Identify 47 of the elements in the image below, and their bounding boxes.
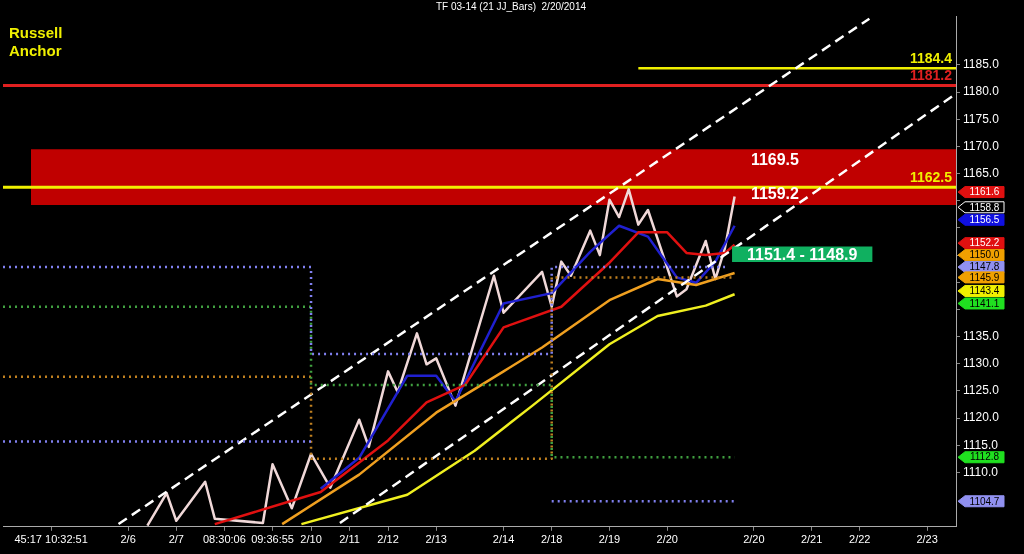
y2-tick-label: 1158.8 [969, 201, 1000, 213]
y2-tick-label: 1145.9 [969, 271, 1000, 283]
y-tick-label: 1180.0 [963, 84, 1000, 99]
x-tick-label: 2/12 [377, 533, 399, 546]
x-tick-label: 2/20 [743, 533, 765, 546]
y2-tick-label: 1150.0 [969, 249, 1000, 261]
x-tick-label: 2/13 [425, 533, 447, 546]
x-tick-label: 2/6 [120, 533, 136, 546]
y-tick-label: 1165.0 [963, 165, 1000, 180]
x-tick-label: 2/21 [800, 533, 823, 546]
y-tick-label: 1125.0 [963, 383, 1000, 398]
series-label: 1184.4 [909, 50, 953, 67]
y-tick-label: 1135.0 [963, 328, 1000, 343]
chart-title: TF 03-14 (21 JJ_Bars) 2/20/2014 [435, 0, 587, 12]
annotation: Russell Anchor [9, 23, 63, 59]
x-tick-label: 08:30:06 [202, 533, 246, 546]
y-tick-label: 1115.0 [963, 437, 999, 452]
y-tick-label: 1110.0 [963, 464, 999, 479]
y2-tick-label: 1147.8 [969, 261, 1000, 273]
x-tick-label: 09:36:55 [251, 533, 294, 546]
y2-tick-label: 1161.6 [969, 186, 1000, 198]
x-tick-label: 45:17 10:32:51 [14, 533, 88, 546]
x-tick-label: 2/14 [492, 533, 515, 546]
y2-tick-label: 1112.8 [969, 451, 1000, 463]
annotation: 1169.5 [750, 150, 800, 168]
y2-tick-label: 1141.1 [969, 297, 1000, 309]
y-tick-label: 1175.0 [963, 111, 1000, 126]
x-tick-label: 2/11 [339, 533, 360, 546]
annotation: 1159.2 [750, 184, 800, 202]
x-tick-label: 2/23 [916, 533, 938, 546]
ref-line-label: 1162.5 [909, 169, 953, 186]
y2-tick-label: 1143.4 [969, 285, 1000, 297]
x-tick-label: 2/19 [598, 533, 621, 546]
y2-tick-label: 1152.2 [969, 237, 1000, 249]
x-tick-label: 2/7 [168, 533, 184, 546]
y2-tick-label: 1104.7 [969, 495, 1000, 507]
band-label: 1151.4 - 1148.9 [747, 245, 858, 263]
ref-line-label: 1181.2 [909, 67, 953, 84]
x-tick-label: 2/22 [849, 533, 871, 546]
x-tick-label: 2/20 [656, 533, 678, 546]
x-tick-label: 2/18 [540, 533, 563, 546]
y-tick-label: 1120.0 [963, 410, 1000, 425]
y-tick-label: 1170.0 [963, 138, 1000, 153]
y2-tick-label: 1156.5 [969, 214, 1000, 226]
x-tick-label: 2/10 [300, 533, 322, 546]
y-tick-label: 1185.0 [963, 57, 1000, 72]
y-tick-label: 1130.0 [963, 356, 1000, 371]
